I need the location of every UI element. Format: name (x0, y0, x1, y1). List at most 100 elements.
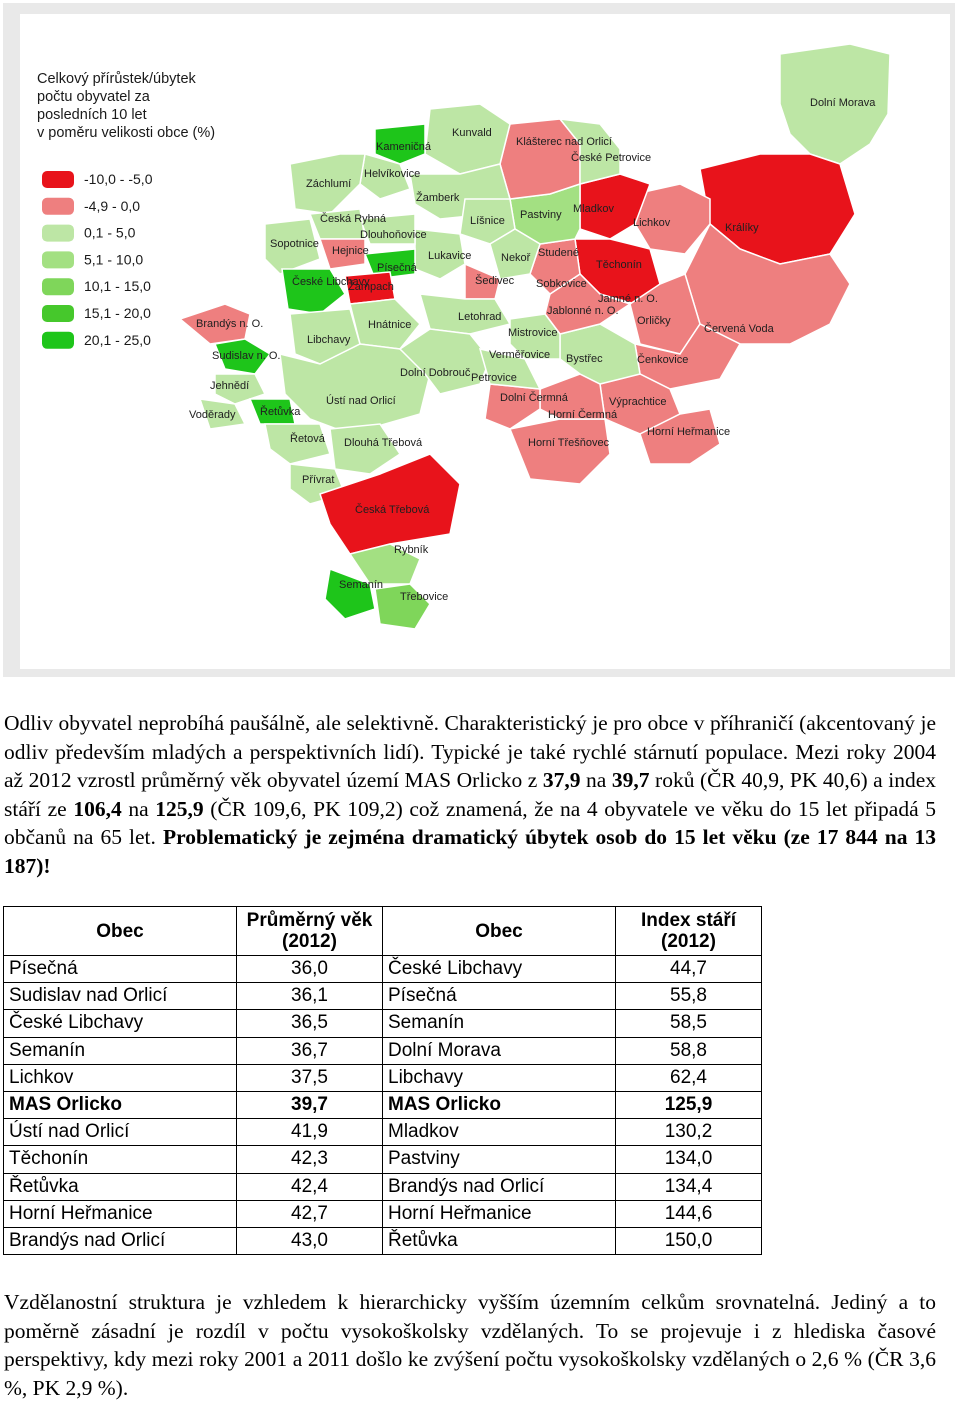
town-label: Semanín (339, 579, 383, 591)
cell-obec: Semanín (3, 1036, 237, 1065)
town-label: Sudislav n. O. (212, 350, 280, 362)
legend-swatch (42, 278, 74, 296)
town-label: Hnátnice (368, 319, 411, 331)
cell-obec: Těchonín (3, 1145, 237, 1174)
table-row: Semanín 36,7 Dolní Morava 58,8 (3, 1036, 762, 1065)
town-label: Brandýs n. O. (196, 318, 263, 330)
town-label: Verměřovice (489, 349, 550, 361)
cell-obec: Semanín (382, 1009, 616, 1038)
town-label: Helvíkovice (364, 168, 420, 180)
cell-value: 134,4 (615, 1172, 762, 1201)
town-label: Žamberk (416, 191, 460, 204)
region-rybnik (348, 543, 421, 585)
cell-value: 44,7 (615, 954, 762, 984)
town-label: Třebovice (400, 591, 448, 603)
cell-value: 43,0 (236, 1226, 383, 1256)
region-sopotnice (264, 218, 321, 275)
region-vermerovice (478, 347, 542, 390)
town-label: Kameničná (376, 141, 432, 153)
region-retova (264, 423, 331, 465)
municipality-regions (178, 43, 891, 630)
cell-value: 42,7 (236, 1199, 383, 1228)
town-label: Jablonné n. O. (547, 305, 619, 317)
town-label: Hejnice (332, 245, 369, 257)
table-row: Řetůvka 42,4 Brandýs nad Orlicí 134,4 (3, 1172, 762, 1201)
town-label: Dolní Dobrouč (400, 367, 471, 379)
town-label: Dolní Morava (810, 97, 876, 109)
value-age-2004: 37,9 (542, 768, 581, 793)
legend-title-line-1: Celkový přírůstek/úbytek (37, 71, 197, 87)
cell-obec: Brandýs nad Orlicí (3, 1226, 237, 1256)
region-ceska-trebova (319, 453, 461, 555)
region-klasterec (499, 118, 581, 200)
table-row: České Libchavy 36,5 Semanín 58,5 (3, 1009, 762, 1038)
legend-label: -4,9 - 0,0 (84, 198, 140, 214)
town-label: Šedivec (475, 274, 515, 287)
legend-label: -10,0 - -5,0 (84, 171, 153, 187)
town-label: Dlouhá Třebová (344, 437, 423, 449)
map-legend: Celkový přírůstek/úbytek počtu obyvatel … (37, 71, 215, 349)
cell-value: 125,9 (615, 1090, 762, 1120)
town-label: Žampach (348, 280, 394, 293)
cell-value: 36,5 (236, 1009, 383, 1038)
cell-obec: Písečná (3, 954, 237, 984)
town-label: Bystřec (566, 353, 603, 365)
legend-label: 15,1 - 20,0 (84, 305, 151, 321)
town-label: Záchlumí (306, 178, 351, 190)
value-index-2004: 106,4 (73, 796, 122, 821)
region-dlouhonovice (358, 213, 416, 245)
region-kamenicna (374, 123, 426, 165)
header-obec-2: Obec (382, 906, 616, 956)
region-dolni-dobrouc (398, 328, 491, 395)
cell-obec: Horní Heřmanice (382, 1199, 616, 1228)
paragraph-text: (ČR 109,6, PK 109,2) což znamená, že na … (4, 796, 936, 850)
region-trebovice (374, 583, 431, 630)
region-nekor (489, 228, 541, 280)
town-label: Libchavy (307, 334, 351, 346)
town-label: Horní Třešňovec (528, 437, 610, 449)
cell-value: 42,3 (236, 1145, 383, 1174)
cell-value: 150,0 (615, 1226, 762, 1256)
cell-value: 36,0 (236, 954, 383, 984)
legend-swatch (42, 251, 74, 269)
legend-swatch (42, 171, 74, 188)
cell-obec: Horní Heřmanice (3, 1199, 237, 1228)
town-label: Čenkovice (637, 353, 688, 366)
map-frame: Celkový přírůstek/úbytek počtu obyvatel … (3, 3, 955, 677)
town-label: Mladkov (573, 203, 614, 215)
table-row: Horní Heřmanice 42,7 Horní Heřmanice 144,6 (3, 1199, 762, 1228)
cell-obec: Dolní Morava (382, 1036, 616, 1065)
town-label: Nekoř (501, 252, 531, 264)
legend-swatch (42, 197, 74, 215)
cell-obec: MAS Orlicko (382, 1090, 616, 1120)
town-label: Voděrady (189, 409, 236, 421)
legend-title-line-3: posledních 10 let (37, 107, 147, 123)
region-hejnice (318, 238, 366, 270)
town-label: Kunvald (452, 127, 492, 139)
town-label: Líšnice (470, 215, 505, 227)
legend-swatch (42, 331, 74, 349)
table-row: Těchonín 42,3 Pastviny 134,0 (3, 1145, 762, 1174)
cell-value: 37,5 (236, 1063, 383, 1092)
municipality-map: Celkový přírůstek/úbytek počtu obyvatel … (37, 43, 891, 630)
cell-value: 58,8 (615, 1036, 762, 1065)
region-horni-trsnovec (508, 418, 611, 485)
region-lichkov (634, 183, 711, 255)
cell-obec: Libchavy (382, 1063, 616, 1092)
paragraph-text: roků (ČR 40,9, PK 40,6) a index stáří ze (4, 768, 937, 821)
value-age-2012: 39,7 (611, 768, 650, 793)
cell-value: 134,0 (615, 1145, 762, 1174)
cell-obec: MAS Orlicko (3, 1090, 237, 1120)
region-dolni-cermna (484, 383, 541, 430)
region-dolni-morava (779, 43, 891, 165)
cell-value: 55,8 (615, 982, 762, 1011)
legend-title-line-2: počtu obyvatel za (37, 89, 151, 105)
town-label: Písečná (377, 262, 418, 274)
town-label: Přívrat (302, 474, 334, 486)
town-label: Červená Voda (704, 322, 775, 335)
region-semanin (324, 567, 376, 620)
cell-value: 36,7 (236, 1036, 383, 1065)
cell-value: 62,4 (615, 1063, 762, 1092)
town-label: Výprachtice (609, 396, 666, 408)
cell-value: 130,2 (615, 1118, 762, 1147)
